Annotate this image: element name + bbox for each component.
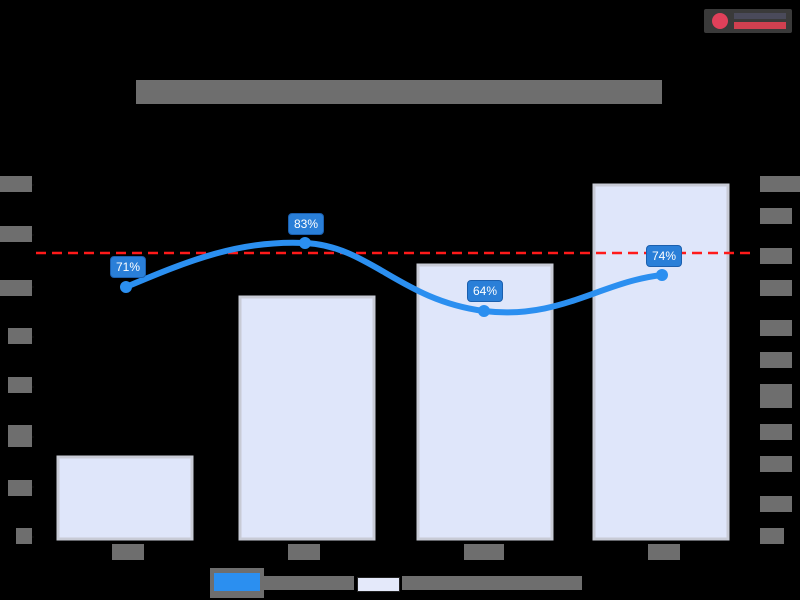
legend-bar-swatch[interactable]	[357, 577, 400, 592]
data-label-badge: 83%	[288, 213, 325, 235]
category-label	[288, 544, 320, 560]
left-tick-label	[8, 377, 32, 393]
bar-2	[238, 295, 376, 541]
legend-line-swatch[interactable]	[210, 568, 264, 598]
left-tick-label	[8, 425, 32, 447]
logo-text	[734, 13, 786, 19]
right-tick-label	[760, 176, 800, 192]
category-label	[648, 544, 680, 560]
legend-line-label[interactable]	[264, 576, 354, 590]
bar-1	[56, 455, 194, 541]
left-tick-label	[0, 280, 32, 296]
right-tick-label	[760, 384, 792, 408]
category-label	[464, 544, 504, 560]
bars	[56, 183, 730, 541]
data-label-badge: 74%	[646, 245, 683, 267]
chart-title	[136, 80, 662, 104]
right-tick-label	[760, 352, 792, 368]
right-tick-label	[760, 248, 792, 264]
data-label-badge: 71%	[110, 256, 147, 278]
line-series	[123, 239, 665, 316]
left-tick-label	[8, 480, 32, 496]
right-tick-label	[760, 208, 792, 224]
right-tick-label	[760, 320, 792, 336]
right-tick-label	[760, 456, 792, 472]
right-tick-label	[760, 496, 792, 512]
right-tick-label	[760, 528, 784, 544]
left-tick-label	[0, 226, 32, 242]
right-tick-label	[760, 280, 792, 296]
right-tick-label	[760, 424, 792, 440]
legend-bar-label[interactable]	[402, 576, 582, 590]
left-tick-label	[8, 328, 32, 344]
left-tick-label	[0, 176, 32, 192]
left-tick-label	[16, 528, 32, 544]
data-label-badge: 64%	[467, 280, 504, 302]
logo-icon	[712, 13, 728, 29]
category-label	[112, 544, 144, 560]
logo-subtext	[734, 22, 786, 29]
brand-logo	[704, 9, 792, 33]
bar-4	[592, 183, 730, 541]
